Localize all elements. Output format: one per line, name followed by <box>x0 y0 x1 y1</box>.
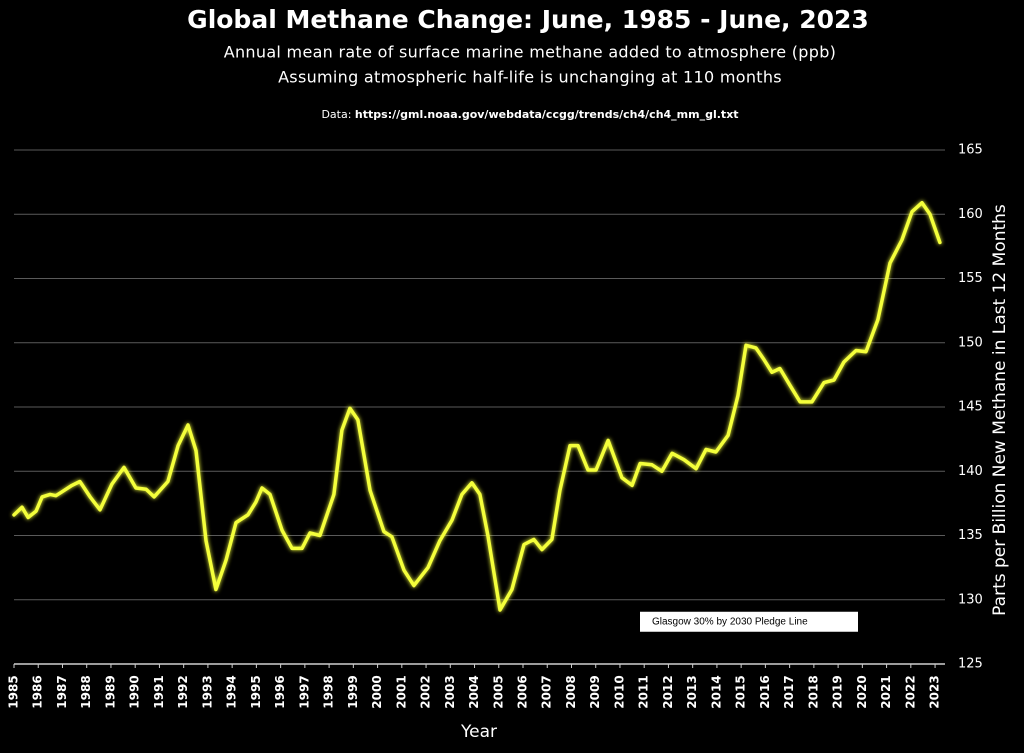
x-tick-label: 1992 <box>176 675 190 708</box>
x-tick-label: 2000 <box>370 675 384 708</box>
source-url: https://gml.noaa.gov/webdata/ccgg/trends… <box>355 108 739 121</box>
x-tick-label: 2020 <box>855 675 869 708</box>
y-axis-label: Parts per Billion New Methane in Last 12… <box>990 204 1010 616</box>
y-tick-label: 125 <box>958 657 983 672</box>
x-tick-label: 1985 <box>7 675 21 708</box>
pledge-label-box <box>640 611 858 632</box>
x-tick-label: 2003 <box>443 675 457 708</box>
subtitle: Annual mean rate of surface marine metha… <box>224 43 836 62</box>
x-tick-label: 2008 <box>564 675 578 708</box>
y-tick-label: 165 <box>958 143 983 158</box>
x-tick-label: 2012 <box>661 675 675 708</box>
x-tick-label: 1995 <box>249 675 263 708</box>
chart-title: Global Methane Change: June, 1985 - June… <box>187 5 869 34</box>
data-line <box>12 200 942 612</box>
y-tick-label: 160 <box>958 207 983 222</box>
y-tick-label: 155 <box>958 271 983 286</box>
x-tick-label: 2006 <box>516 675 530 708</box>
x-tick-label: 2016 <box>758 675 772 708</box>
x-tick-label: 1996 <box>273 675 287 708</box>
x-tick-label: 1994 <box>225 675 239 708</box>
x-tick-label: 1987 <box>55 675 69 708</box>
x-tick-label: 1999 <box>346 675 360 708</box>
x-tick-label: 2014 <box>709 675 723 708</box>
x-tick-label: 2001 <box>394 675 408 708</box>
x-tick-label: 2009 <box>588 675 602 708</box>
x-tick-label: 2019 <box>831 675 845 708</box>
x-tick-label: 1988 <box>79 675 93 708</box>
x-tick-label: 2005 <box>491 675 505 708</box>
x-tick-label: 2007 <box>540 675 554 708</box>
x-tick-label: 1991 <box>152 675 166 708</box>
y-tick-label: 140 <box>958 464 983 479</box>
x-tick-label: 2004 <box>467 675 481 708</box>
y-tick-label: 135 <box>958 528 983 543</box>
x-axis-label: Year <box>460 722 497 742</box>
x-tick-label: 2002 <box>419 675 433 708</box>
x-tick-label: 1997 <box>297 675 311 708</box>
pledge-label: Glasgow 30% by 2030 Pledge Line <box>652 616 808 627</box>
x-tick-label: 2022 <box>903 675 917 708</box>
x-tick-label: 2021 <box>879 675 893 708</box>
y-tick-label: 150 <box>958 335 983 350</box>
x-tick-label: 2018 <box>806 675 820 708</box>
x-tick-label: 2013 <box>685 675 699 708</box>
y-tick-label: 130 <box>958 592 983 607</box>
x-tick-label: 2015 <box>734 675 748 708</box>
x-tick-label: 2017 <box>782 675 796 708</box>
source-label: Data: <box>321 108 351 121</box>
x-tick-label: 1993 <box>200 675 214 708</box>
x-tick-label: 2011 <box>637 675 651 708</box>
x-tick-label: 2023 <box>928 675 942 708</box>
x-tick-label: 1989 <box>103 675 117 708</box>
x-tick-label: 2010 <box>612 675 626 708</box>
y-tick-label: 145 <box>958 400 983 415</box>
x-tick-label: 1998 <box>322 675 336 708</box>
x-tick-label: 1990 <box>128 675 142 708</box>
subtitle: Assuming atmospheric half-life is unchan… <box>278 68 782 87</box>
x-tick-label: 1986 <box>31 675 45 708</box>
source: Data: https://gml.noaa.gov/webdata/ccgg/… <box>321 108 738 121</box>
